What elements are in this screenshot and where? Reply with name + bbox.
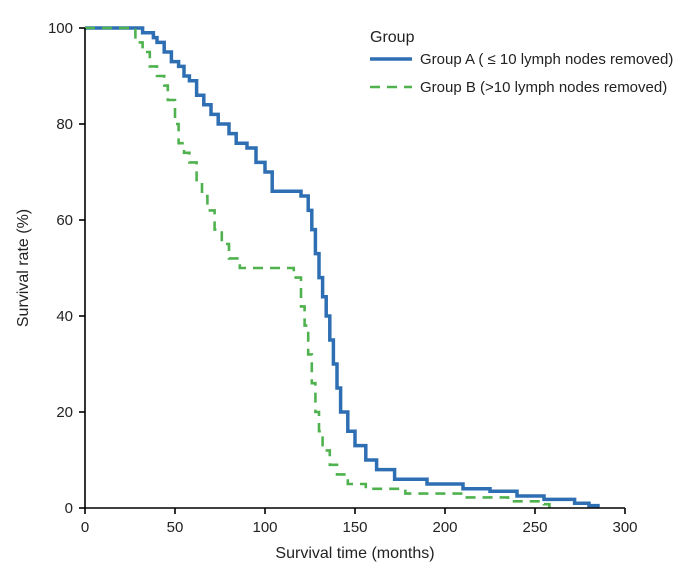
x-tick-label: 150 [342, 519, 367, 536]
survival-chart: { "chart": { "type": "kaplan-meier-step"… [0, 0, 674, 584]
y-axis-title: Survival rate (%) [15, 209, 32, 327]
x-tick-label: 0 [81, 519, 89, 536]
x-tick-label: 300 [612, 519, 637, 536]
x-tick-label: 50 [167, 519, 184, 536]
legend-label-group-b: Group B (>10 lymph nodes removed) [420, 79, 667, 96]
y-tick-label: 20 [56, 404, 73, 421]
x-tick-label: 250 [522, 519, 547, 536]
chart-svg: 0 50 100 150 200 250 300 0 20 40 60 80 100 Survival t… [0, 0, 674, 584]
x-tick-label: 100 [252, 519, 277, 536]
y-tick-label: 0 [65, 500, 73, 517]
y-tick-label: 80 [56, 116, 73, 133]
legend-label-group-a: Group A ( ≤ 10 lymph nodes removed) [420, 51, 673, 68]
y-tick-label: 40 [56, 308, 73, 325]
legend-title: Group [370, 29, 415, 46]
x-tick-label: 200 [432, 519, 457, 536]
x-axis-title: Survival time (months) [275, 545, 434, 562]
y-tick-label: 100 [48, 20, 73, 37]
y-tick-label: 60 [56, 212, 73, 229]
